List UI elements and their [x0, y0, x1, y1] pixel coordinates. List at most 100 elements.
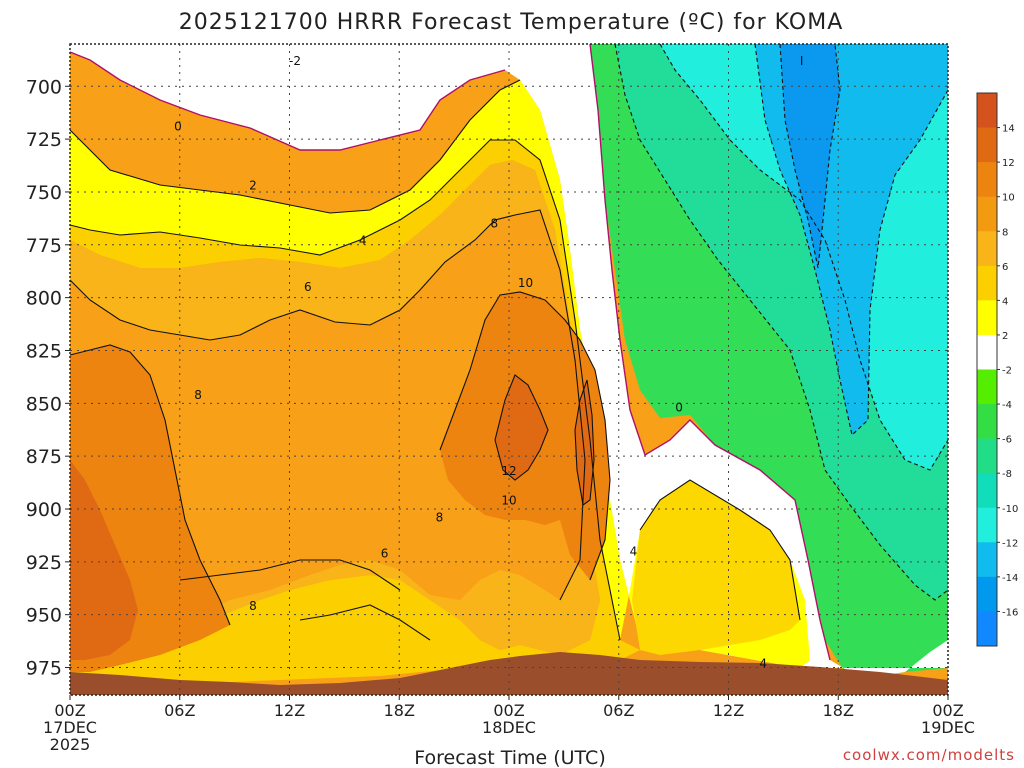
colorbar-label: 14 [1002, 124, 1015, 135]
colorbar-swatch [977, 404, 997, 440]
y-tick-label: 750 [26, 182, 62, 204]
contour-line [439, 291, 611, 581]
contour-line [299, 604, 431, 641]
contour-label: 6 [381, 546, 389, 560]
colorbar-label: -4 [1002, 400, 1012, 411]
colorbar-label: -14 [1002, 573, 1018, 584]
y-tick-label: 950 [26, 605, 62, 627]
colorbar-swatch [977, 438, 997, 474]
colorbar-label: -6 [1002, 435, 1012, 446]
contour-line [69, 79, 521, 214]
colorbar-label: 4 [1002, 296, 1008, 307]
x-tick-label: 17DEC [43, 718, 97, 737]
colorbar-swatch [977, 162, 997, 198]
ground [70, 652, 948, 695]
contour-label: 4 [359, 234, 367, 248]
x-tick-label: 2025 [50, 735, 91, 754]
contour-line [69, 344, 231, 626]
contour-label: 0 [174, 119, 182, 133]
colorbar-swatch [977, 576, 997, 612]
contour-line [639, 479, 801, 621]
contour-label: 4 [630, 544, 638, 558]
colorbar-label: -10 [1002, 504, 1018, 515]
x-axis-label: Forecast Time (UTC) [414, 747, 605, 768]
band-12 [495, 375, 548, 480]
contour-labels: -2 0 2 4 6 8 8 10 12 10 8 6 8 4 0 4 I [174, 54, 804, 670]
contour-line [589, 43, 831, 661]
x-tick-label: 00Z [54, 701, 85, 720]
band-4 [70, 140, 640, 684]
x-tick-label: 18DEC [482, 718, 536, 737]
x-tick-label: 00Z [493, 701, 524, 720]
contour-label: 8 [194, 388, 202, 402]
y-tick-label: 900 [26, 499, 62, 521]
y-tick-label: 850 [26, 393, 62, 415]
contour-line [179, 559, 401, 591]
colorbar-swatch [977, 542, 997, 578]
contour-label: 12 [501, 464, 516, 478]
x-tick-label: 12Z [274, 701, 305, 720]
colorbar-swatch [977, 300, 997, 336]
colorbar-label: 10 [1002, 193, 1015, 204]
band-minus16 [780, 44, 840, 268]
contour-line [69, 51, 506, 151]
colorbar-swatch [977, 611, 997, 647]
colorbar-swatch [977, 196, 997, 232]
colorbar-label: -2 [1002, 366, 1012, 377]
credit-text[interactable]: coolwx.com/modelts [843, 746, 1015, 764]
contour-line [69, 209, 586, 601]
contour-line [614, 43, 949, 601]
contour-label: 8 [249, 599, 257, 613]
band-6 [70, 160, 600, 672]
plot-area: -2 0 2 4 6 8 8 10 12 10 8 6 8 4 0 4 I [69, 43, 949, 696]
colorbar-label: 12 [1002, 158, 1015, 169]
contour-label: -2 [289, 54, 301, 68]
colorbar-swatch [977, 334, 997, 370]
colorbar-swatch [977, 265, 997, 301]
x-tick-label: 06Z [603, 701, 634, 720]
colorbar: 14 12 10 8 6 4 2 -2 -4 -6 -8 -10 -12 -14 -16 [976, 92, 1018, 647]
colorbar-label: -8 [1002, 469, 1012, 480]
colorbar-swatch [977, 231, 997, 267]
contour-line [779, 43, 841, 269]
colorbar-label: -16 [1002, 607, 1018, 618]
contour-line [574, 379, 595, 506]
colorbar-label: 8 [1002, 227, 1008, 238]
contour-label: 10 [501, 494, 516, 508]
y-tick-label: 975 [26, 658, 62, 680]
colorbar-swatch [977, 507, 997, 543]
contour-label: 0 [675, 401, 683, 415]
colorbar-label: 6 [1002, 262, 1008, 273]
y-tick-label: 800 [26, 288, 62, 310]
y-tick-label: 775 [26, 235, 62, 257]
x-tick-label: 00Z [932, 701, 963, 720]
contour-line [69, 139, 621, 641]
colorbar-swatch [977, 369, 997, 405]
colorbar-label: 2 [1002, 331, 1008, 342]
x-tick-label: 06Z [164, 701, 195, 720]
y-tick-label: 875 [26, 446, 62, 468]
contour-label: I [800, 54, 804, 68]
y-tick-label: 825 [26, 340, 62, 362]
contour-line [494, 374, 549, 481]
y-axis: 700 725 750 775 800 825 850 875 900 925 950 975 [26, 76, 70, 680]
contour-lines [69, 43, 949, 661]
colorbar-swatch [977, 127, 997, 163]
x-tick-label: 18Z [823, 701, 854, 720]
band-12-left [70, 460, 138, 660]
x-tick-label: 19DEC [921, 718, 975, 737]
colorbar-swatch [977, 473, 997, 509]
y-tick-label: 925 [26, 552, 62, 574]
x-tick-label: 18Z [384, 701, 415, 720]
contour-label: 2 [249, 179, 257, 193]
band-4-cold-side [632, 480, 800, 655]
chart-title: 2025121700 HRRR Forecast Temperature (ºC… [179, 10, 844, 35]
contour-label: 4 [759, 656, 767, 670]
band-2 [70, 80, 810, 668]
y-tick-label: 700 [26, 76, 62, 98]
x-tick-label: 12Z [713, 701, 744, 720]
contour-label: 6 [304, 280, 312, 294]
contour-label: 8 [436, 510, 444, 524]
